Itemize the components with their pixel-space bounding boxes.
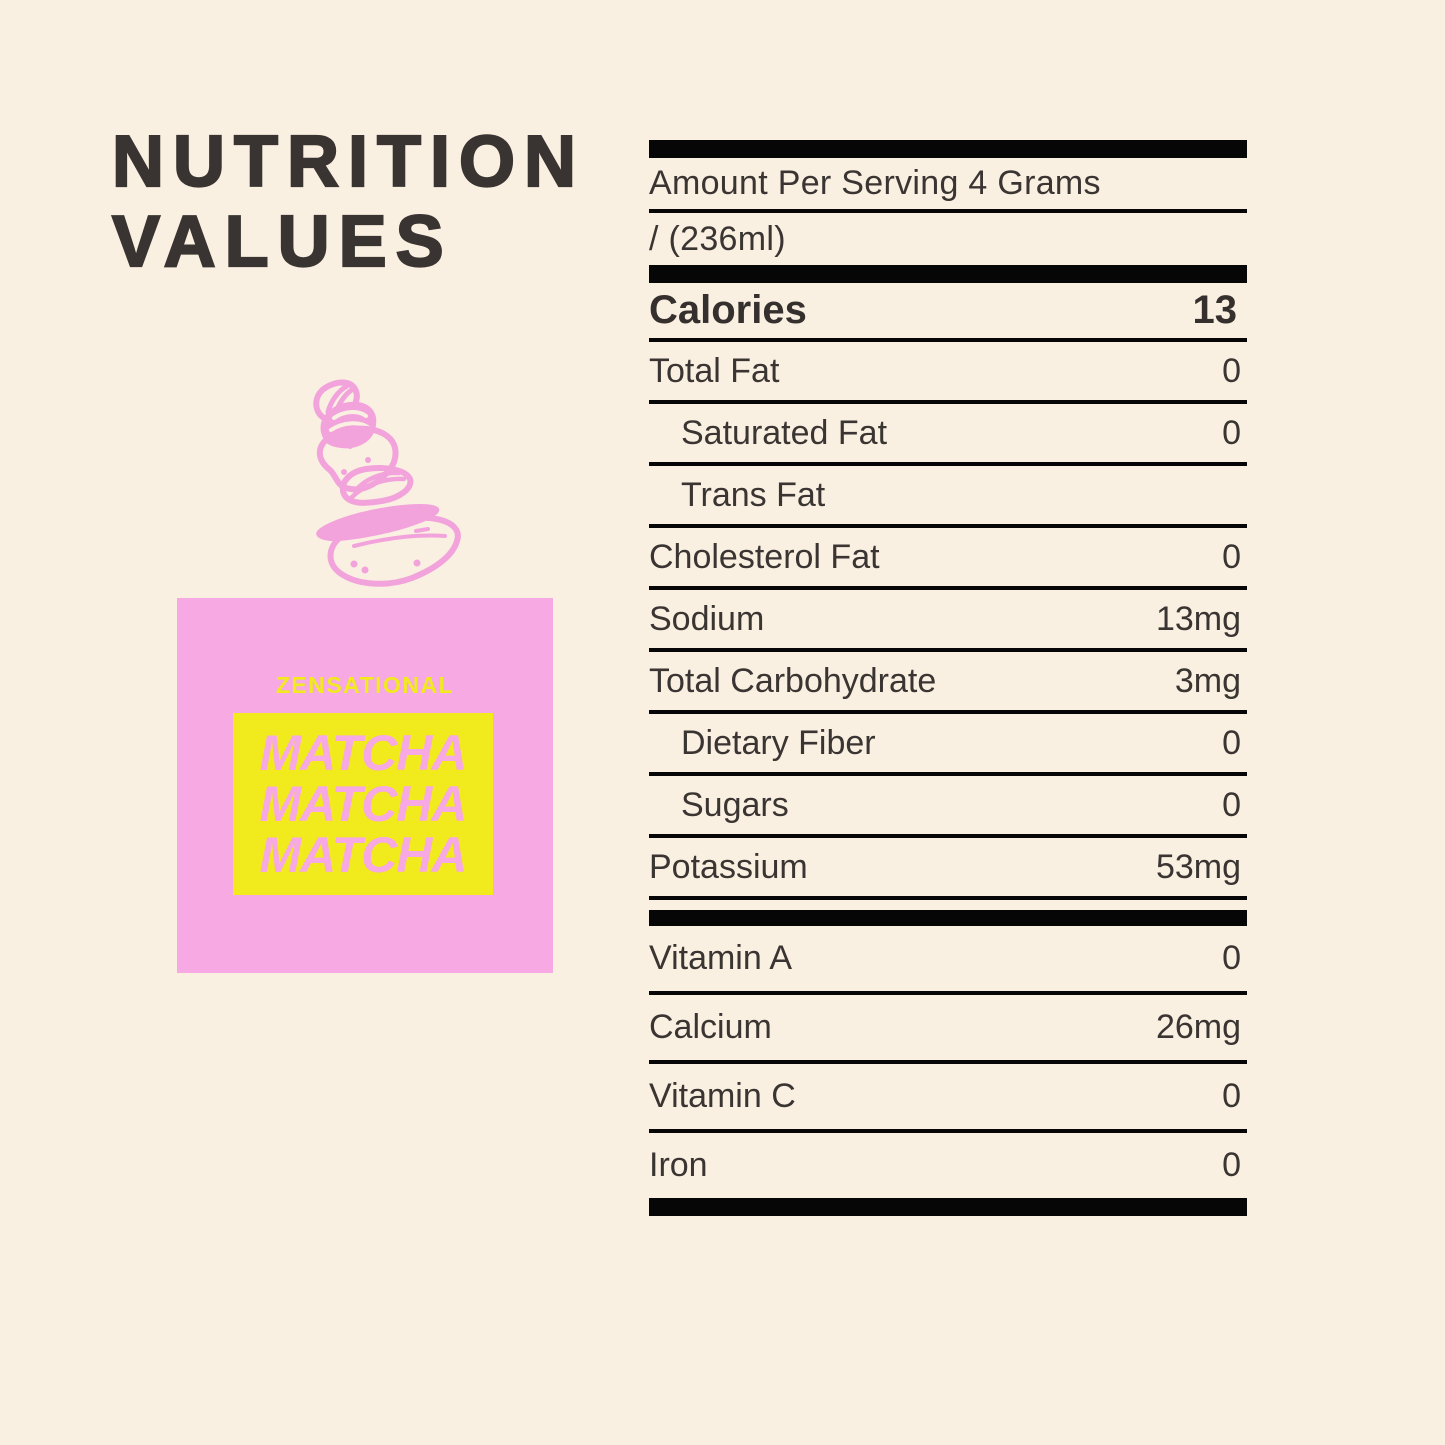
brand-logo: ZENSATIONAL MATCHA MATCHA MATCHA bbox=[177, 598, 553, 973]
brand-tagline: ZENSATIONAL bbox=[275, 672, 455, 698]
nutrient-label: Sodium bbox=[649, 599, 765, 638]
divider bbox=[649, 834, 1247, 838]
nutrient-label: Potassium bbox=[649, 847, 808, 886]
divider bbox=[649, 991, 1247, 995]
divider bbox=[649, 524, 1247, 528]
nutrient-label: Saturated Fat bbox=[681, 413, 888, 452]
calories-label: Calories bbox=[649, 288, 807, 332]
nutrient-value: 0 bbox=[1222, 351, 1241, 390]
nutrient-label: Calcium bbox=[649, 1008, 772, 1046]
nutrient-label: Vitamin C bbox=[649, 1077, 796, 1115]
nutrient-value: 0 bbox=[1222, 413, 1241, 452]
nutrient-value: 13mg bbox=[1155, 599, 1241, 638]
divider bbox=[649, 338, 1247, 342]
nutrient-row-calcium: Calcium 26mg bbox=[649, 995, 1247, 1060]
brand-name-line: MATCHA bbox=[259, 724, 468, 781]
nutrient-row-vitamin-a: Vitamin A 0 bbox=[649, 926, 1247, 991]
nutrient-value: 0 bbox=[1222, 537, 1241, 576]
nutrient-value: 26mg bbox=[1155, 1008, 1241, 1046]
nutrient-row-trans-fat: Trans Fat bbox=[649, 466, 1247, 524]
nutrient-value: 3mg bbox=[1174, 661, 1241, 700]
page-title-line1: NUTRITION bbox=[111, 121, 585, 203]
nutrient-value: 0 bbox=[1222, 723, 1241, 762]
divider bbox=[649, 462, 1247, 466]
nutrient-row-potassium: Potassium 53mg bbox=[649, 838, 1247, 896]
separator-bar bbox=[649, 910, 1247, 926]
nutrient-row-iron: Iron 0 bbox=[649, 1133, 1247, 1198]
nutrition-table: Amount Per Serving 4 Grams / (236ml) Cal… bbox=[649, 140, 1247, 1216]
nutrient-value: 0 bbox=[1222, 785, 1241, 824]
divider bbox=[649, 648, 1247, 652]
calories-row: Calories 13 bbox=[649, 283, 1247, 338]
nutrient-label: Vitamin A bbox=[649, 939, 793, 977]
nutrient-value: 0 bbox=[1222, 1146, 1241, 1184]
serving-header-line1: Amount Per Serving 4 Grams bbox=[649, 164, 1101, 202]
divider bbox=[649, 1129, 1247, 1133]
nutrient-value: 0 bbox=[1222, 1077, 1241, 1115]
nutrient-row-sodium: Sodium 13mg bbox=[649, 590, 1247, 648]
calories-value: 13 bbox=[1192, 288, 1238, 332]
nutrient-row-sugars: Sugars 0 bbox=[649, 776, 1247, 834]
serving-header-line2: / (236ml) bbox=[649, 219, 786, 258]
nutrient-row-cholesterol: Cholesterol Fat 0 bbox=[649, 528, 1247, 586]
divider bbox=[649, 1060, 1247, 1064]
page-title-line2: VALUES bbox=[111, 201, 453, 283]
separator-bar-bottom bbox=[649, 1198, 1247, 1216]
nutrient-row-total-fat: Total Fat 0 bbox=[649, 342, 1247, 400]
nutrient-label: Total Carbohydrate bbox=[649, 661, 937, 700]
nutrient-label: Iron bbox=[649, 1146, 708, 1184]
brand-name-box: MATCHA MATCHA MATCHA bbox=[233, 713, 493, 895]
nutrient-value: 0 bbox=[1222, 939, 1241, 977]
nutrient-label: Cholesterol Fat bbox=[649, 537, 880, 576]
separator-bar-top bbox=[649, 140, 1247, 158]
divider bbox=[649, 772, 1247, 776]
divider bbox=[649, 400, 1247, 404]
nutrient-label: Total Fat bbox=[649, 351, 780, 390]
divider bbox=[649, 586, 1247, 590]
nutrient-row-saturated-fat: Saturated Fat 0 bbox=[649, 404, 1247, 462]
nutrient-label: Sugars bbox=[681, 785, 789, 824]
divider bbox=[649, 896, 1247, 900]
page-title: NUTRITION VALUES bbox=[111, 121, 585, 283]
zen-stacked-stones-icon bbox=[313, 379, 461, 587]
divider bbox=[649, 209, 1247, 213]
nutrient-value: 53mg bbox=[1155, 847, 1241, 886]
divider bbox=[649, 710, 1247, 714]
separator-bar bbox=[649, 265, 1247, 283]
brand-name-line: MATCHA bbox=[259, 826, 468, 883]
brand-name-line: MATCHA bbox=[259, 775, 468, 832]
nutrient-label: Dietary Fiber bbox=[681, 723, 876, 762]
nutrient-row-total-carbohydrate: Total Carbohydrate 3mg bbox=[649, 652, 1247, 710]
nutrient-row-vitamin-c: Vitamin C 0 bbox=[649, 1064, 1247, 1129]
nutrient-row-dietary-fiber: Dietary Fiber 0 bbox=[649, 714, 1247, 772]
nutrient-label: Trans Fat bbox=[681, 475, 826, 514]
